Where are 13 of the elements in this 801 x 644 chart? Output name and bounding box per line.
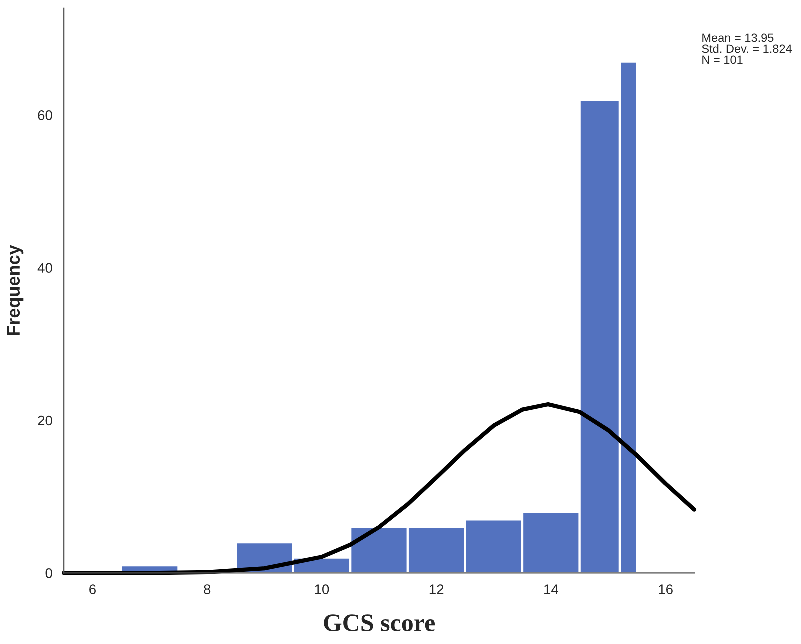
- y-tick-label: 20: [38, 416, 52, 426]
- y-tick-label: 40: [38, 263, 52, 274]
- y-tick-label: 0: [46, 568, 52, 578]
- y-tick-label: 60: [38, 110, 52, 120]
- x-tick-label: 16: [659, 584, 673, 594]
- y-axis-title: Frequency: [7, 245, 24, 336]
- x-tick-label: 10: [315, 584, 330, 594]
- x-tick-label: 12: [430, 584, 444, 594]
- x-tick-label: 14: [544, 584, 559, 594]
- x-axis-title: GCS score: [324, 614, 435, 632]
- text: Mean = 13.95 Std. Dev. = 1.824 N = 101: [702, 34, 792, 64]
- x-tick-label: 6: [90, 584, 96, 594]
- x-tick-label: 8: [204, 584, 211, 594]
